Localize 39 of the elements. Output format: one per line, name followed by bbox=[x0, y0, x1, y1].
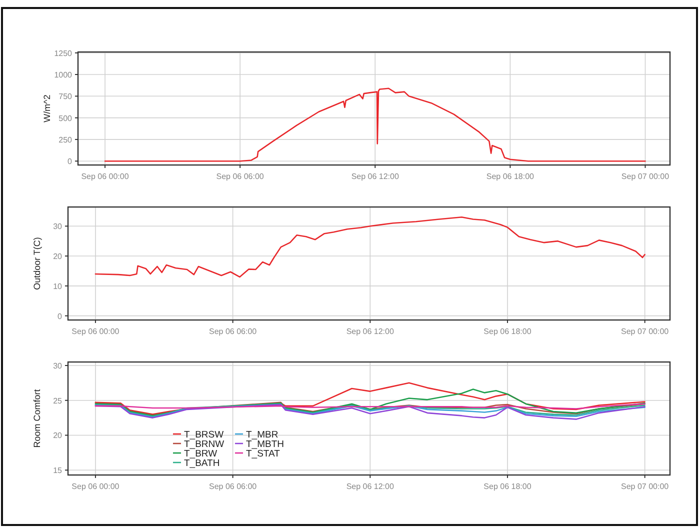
x-tick-label: Sep 06 06:00 bbox=[216, 172, 264, 181]
x-tick-label: Sep 06 00:00 bbox=[81, 172, 130, 181]
y-axis-title: Outdoor T(C) bbox=[32, 237, 42, 290]
x-tick-label: Sep 06 06:00 bbox=[209, 327, 258, 336]
y-axis-title: Room Comfort bbox=[32, 388, 42, 448]
x-tick-label: Sep 06 12:00 bbox=[346, 327, 394, 336]
y-tick-label: 20 bbox=[53, 252, 63, 262]
y-tick-label: 20 bbox=[53, 431, 63, 440]
y-tick-label: 1250 bbox=[54, 48, 73, 58]
legend-label: T_BATH bbox=[184, 458, 220, 469]
y-tick-label: 500 bbox=[58, 114, 73, 123]
x-tick-label: Sep 07 00:00 bbox=[621, 327, 670, 336]
y-tick-label: 30 bbox=[53, 222, 63, 232]
y-tick-label: 10 bbox=[53, 282, 63, 291]
y-tick-label: 0 bbox=[68, 157, 73, 166]
y-tick-label: 250 bbox=[58, 135, 73, 144]
x-tick-label: Sep 06 18:00 bbox=[486, 172, 535, 181]
legend-label: T_STAT bbox=[246, 448, 280, 460]
x-tick-label: Sep 06 00:00 bbox=[72, 327, 120, 336]
x-tick-label: Sep 06 12:00 bbox=[346, 482, 394, 491]
x-tick-label: Sep 06 18:00 bbox=[484, 482, 532, 491]
y-tick-label: 30 bbox=[53, 361, 63, 370]
y-tick-label: 750 bbox=[58, 92, 73, 102]
y-axis-title: W/m^2 bbox=[42, 94, 52, 122]
x-tick-label: Sep 06 00:00 bbox=[72, 482, 120, 491]
legend-label: T_BRSW bbox=[184, 430, 224, 440]
x-tick-label: Sep 07 00:00 bbox=[621, 172, 670, 181]
x-tick-label: Sep 06 06:00 bbox=[209, 482, 258, 491]
legend-label: T_BRNW bbox=[184, 439, 224, 450]
y-tick-label: 0 bbox=[58, 312, 63, 321]
legend-label: T_BRW bbox=[184, 448, 218, 460]
legend-label: T_MBTH bbox=[246, 439, 284, 450]
y-tick-label: 25 bbox=[53, 396, 63, 406]
x-tick-label: Sep 06 12:00 bbox=[351, 172, 400, 181]
y-tick-label: 1000 bbox=[54, 70, 73, 80]
x-tick-label: Sep 07 00:00 bbox=[621, 482, 670, 491]
legend-label: T_MBR bbox=[246, 430, 278, 440]
y-tick-label: 15 bbox=[53, 466, 63, 476]
x-tick-label: Sep 06 18:00 bbox=[484, 327, 532, 336]
